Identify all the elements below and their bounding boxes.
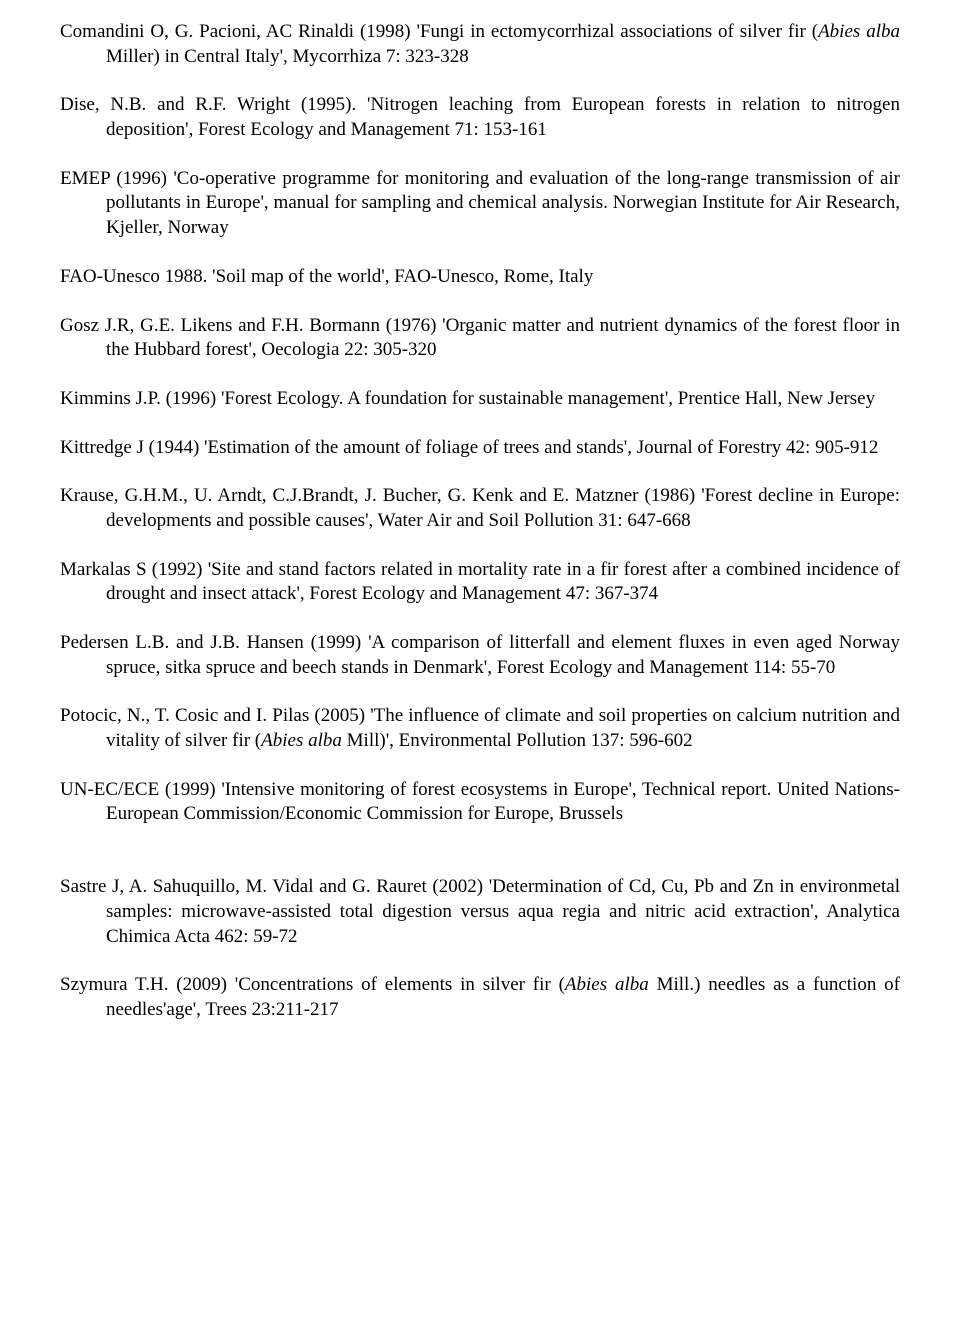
- reference-entry: EMEP (1996) 'Co-operative programme for …: [60, 167, 900, 241]
- reference-entry: Comandini O, G. Pacioni, AC Rinaldi (199…: [60, 20, 900, 69]
- reference-entry: Krause, G.H.M., U. Arndt, C.J.Brandt, J.…: [60, 484, 900, 533]
- reference-entry: FAO-Unesco 1988. 'Soil map of the world'…: [60, 265, 900, 290]
- reference-entry: Pedersen L.B. and J.B. Hansen (1999) 'A …: [60, 631, 900, 680]
- reference-entry: Markalas S (1992) 'Site and stand factor…: [60, 558, 900, 607]
- reference-entry: UN-EC/ECE (1999) 'Intensive monitoring o…: [60, 778, 900, 827]
- reference-entry: Kimmins J.P. (1996) 'Forest Ecology. A f…: [60, 387, 900, 412]
- reference-entry: Dise, N.B. and R.F. Wright (1995). 'Nitr…: [60, 93, 900, 142]
- reference-entry: Szymura T.H. (2009) 'Concentrations of e…: [60, 973, 900, 1022]
- page: Comandini O, G. Pacioni, AC Rinaldi (199…: [0, 0, 960, 1335]
- reference-entry: Potocic, N., T. Cosic and I. Pilas (2005…: [60, 704, 900, 753]
- reference-entry: Gosz J.R, G.E. Likens and F.H. Bormann (…: [60, 314, 900, 363]
- reference-entry: Sastre J, A. Sahuquillo, M. Vidal and G.…: [60, 875, 900, 949]
- reference-entry: Kittredge J (1944) 'Estimation of the am…: [60, 436, 900, 461]
